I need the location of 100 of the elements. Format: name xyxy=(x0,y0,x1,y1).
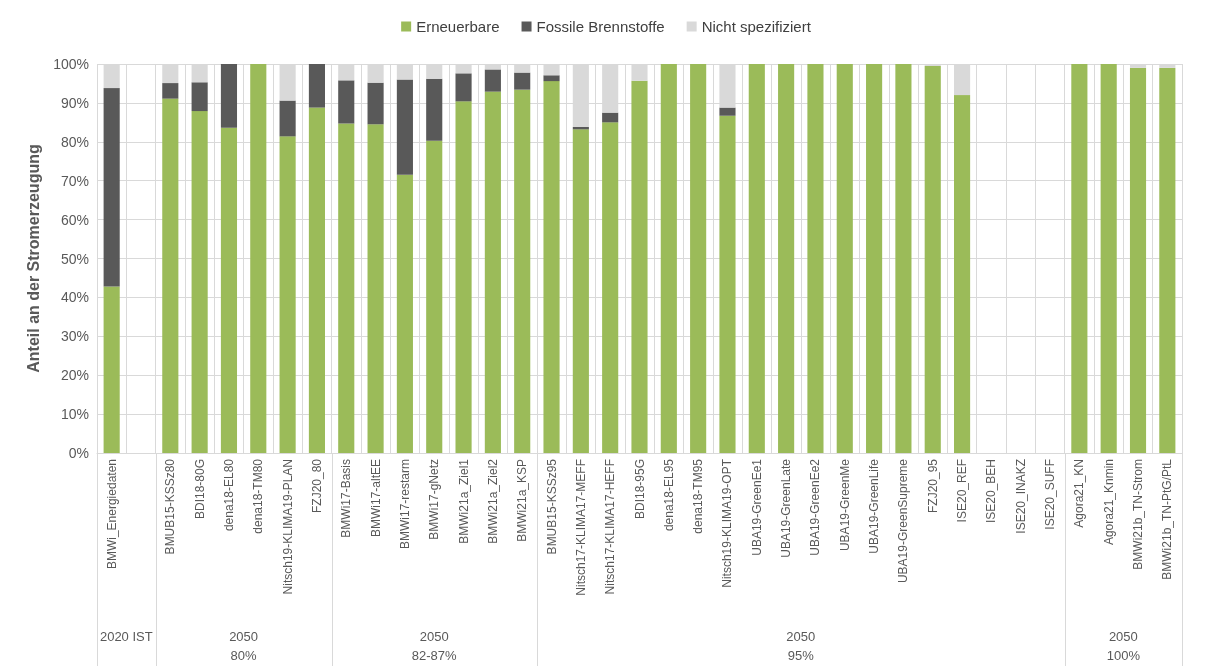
bar xyxy=(543,75,560,82)
bar xyxy=(572,129,589,453)
bar xyxy=(690,64,707,453)
x-tick-label: BMWi17-altEE xyxy=(368,459,383,538)
bar xyxy=(338,123,355,453)
text: 2050 82-87% xyxy=(411,629,457,663)
bar xyxy=(660,64,677,453)
bar xyxy=(1071,64,1088,453)
bar xyxy=(250,64,267,453)
x-tick-label: Agora21_Knmin xyxy=(1101,459,1116,546)
x-tick-label: BMWi17-restarm xyxy=(397,459,412,550)
bar xyxy=(484,91,501,453)
bar xyxy=(220,64,238,128)
bar xyxy=(602,112,619,123)
x-tick-label: UBA19-GreenEe2 xyxy=(808,458,823,556)
x-tick-label: ISE20_SUFF xyxy=(1043,459,1058,530)
y-tick-label: 20% xyxy=(60,367,89,384)
bar xyxy=(719,107,736,116)
bar xyxy=(1159,67,1176,453)
x-tick-label: Nitsch19-KLIMA19-PLAN xyxy=(280,459,295,595)
bar xyxy=(484,69,501,92)
x-tick-label: Nitsch19-KLIMA19-OPT xyxy=(720,458,735,588)
bar xyxy=(455,101,472,453)
bar xyxy=(396,79,413,175)
bar xyxy=(954,95,971,453)
bar xyxy=(191,111,208,453)
bar xyxy=(602,122,619,453)
x-tick-label: UBA19-GreenLife xyxy=(867,458,882,554)
y-tick-label: 70% xyxy=(60,172,89,189)
x-tick-label: UBA19-GreenEe1 xyxy=(749,458,764,556)
x-tick-label: BMWi17-Basis xyxy=(339,459,354,538)
bar xyxy=(103,286,120,453)
bar xyxy=(719,115,736,453)
x-tick-label: Nitsch17-KLIMA17-MEFF xyxy=(573,459,588,596)
bar xyxy=(279,136,296,453)
legend-label: Fossile Brennstoffe xyxy=(536,18,665,35)
bar xyxy=(426,78,443,141)
bar xyxy=(543,81,560,453)
bar xyxy=(103,88,120,287)
bar xyxy=(836,64,853,453)
x-tick-label: UBA19-GreenSupreme xyxy=(896,458,911,584)
x-tick-label: BMWi21a_KSP xyxy=(515,459,530,542)
text: 2050 100% xyxy=(1106,629,1140,663)
x-tick-label: BDI18-80G xyxy=(192,459,207,520)
bar xyxy=(514,72,531,90)
bar xyxy=(631,80,648,453)
bar xyxy=(162,98,179,453)
y-tick-label: 100% xyxy=(53,56,89,72)
x-tick-label: BMWi21b_TN-PtG/PtL xyxy=(1160,458,1175,580)
x-tick-label: BMWi21a_Ziel2 xyxy=(485,458,500,544)
bar xyxy=(308,64,325,108)
y-tick-label: 10% xyxy=(60,406,89,423)
y-tick-label: 40% xyxy=(60,289,89,306)
x-tick-label: BMWi21a_Ziel1 xyxy=(456,458,471,544)
bar xyxy=(220,127,238,453)
x-tick-label: BMWi21b_TN-Strom xyxy=(1131,459,1146,570)
bar xyxy=(778,64,795,453)
x-tick-label: BMUB15-KSSz95 xyxy=(544,458,559,555)
bar xyxy=(924,65,941,453)
bar xyxy=(191,82,208,112)
bar xyxy=(308,107,325,453)
bar xyxy=(748,64,765,453)
y-tick-label: 80% xyxy=(60,133,89,150)
x-tick-label: ISE20_BEH xyxy=(984,459,999,524)
bar xyxy=(1100,64,1117,453)
bar xyxy=(338,80,355,124)
text: 2020 IST xyxy=(99,629,153,644)
x-tick-label: UBA19-GreenLate xyxy=(779,458,794,558)
bar xyxy=(895,64,912,453)
y-tick-label: 0% xyxy=(68,445,89,461)
x-tick-label: dena18-EL80 xyxy=(221,458,236,532)
x-tick-label: ISE20_REF xyxy=(955,459,970,523)
x-tick-label: Nitsch17-KLIMA17-HEFF xyxy=(603,459,618,595)
bar xyxy=(1129,67,1147,453)
x-tick-label: dena18-EL95 xyxy=(661,458,676,532)
x-tick-label: dena18-TM80 xyxy=(251,458,266,534)
x-tick-label: Agora21_KN xyxy=(1072,459,1087,528)
x-tick-label: BMWi17-gNetz xyxy=(427,459,442,540)
x-tick-label: FZJ20_95 xyxy=(925,458,940,514)
bar xyxy=(367,124,384,453)
x-tick-label: dena18-TM95 xyxy=(691,458,706,534)
bar xyxy=(162,83,179,99)
text: 2050 80% xyxy=(229,629,259,663)
y-tick-label: 30% xyxy=(60,328,89,345)
y-tick-label: 50% xyxy=(60,250,89,267)
bar xyxy=(279,100,296,137)
x-tick-label: UBA19-GreenMe xyxy=(837,458,852,552)
x-tick-label: FZJ20_80 xyxy=(309,458,324,514)
legend-label: Nicht spezifiziert xyxy=(701,18,812,35)
bar xyxy=(396,174,413,453)
bar xyxy=(367,82,384,125)
x-tick-label: BDI18-95G xyxy=(632,459,647,520)
x-tick-label: BMUB15-KSSz80 xyxy=(163,458,178,555)
text: 2050 95% xyxy=(786,629,816,663)
y-axis-title: Anteil an der Stromerzeugung xyxy=(24,144,42,373)
bar xyxy=(807,64,824,453)
legend-label: Erneuerbare xyxy=(416,18,500,35)
x-tick-label: ISE20_INAKZ xyxy=(1013,459,1028,534)
y-tick-label: 90% xyxy=(60,94,89,111)
bar xyxy=(866,64,883,453)
